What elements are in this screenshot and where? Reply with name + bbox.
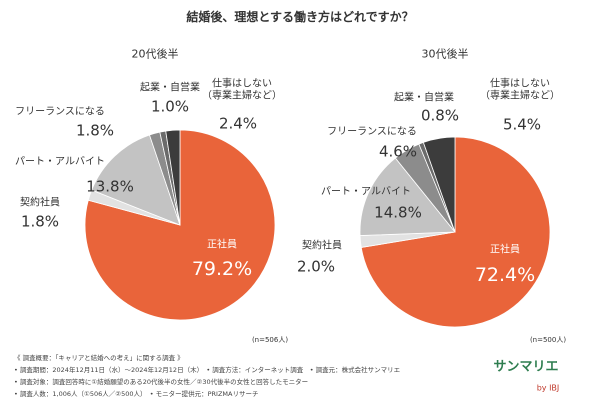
footnote: • 調査対象：調査回答時に①結婚願望のある20代後半の女性／②30代後半の女性と…	[14, 378, 309, 386]
value-label: 1.8%	[20, 212, 60, 231]
value-label: 2.4%	[218, 114, 258, 133]
value-label: 2.0%	[296, 257, 336, 276]
category-label: フリーランスになる	[327, 126, 417, 138]
logo: サンマリエ	[493, 359, 559, 375]
value-label: 4.6%	[378, 142, 418, 161]
sample-note: (n=500人)	[529, 335, 567, 344]
value-label: 14.8%	[374, 203, 422, 222]
value-label: 79.2%	[191, 258, 253, 281]
logo-by: by IBJ	[536, 383, 560, 393]
category-label: 起業・自営業	[140, 82, 200, 94]
pie-slice	[84, 129, 276, 321]
value-label: 1.0%	[150, 97, 190, 116]
category-label: フリーランスになる	[15, 106, 105, 118]
value-label: 13.8%	[86, 177, 134, 196]
pie-slice	[360, 136, 551, 328]
value-label: 1.8%	[75, 121, 115, 140]
footnote: 《 調査概要：「キャリアと結婚への考え」に関する調査 》	[14, 354, 184, 362]
pie-slice	[165, 129, 181, 226]
category-label: 仕事はしない （専業主婦など）	[480, 78, 560, 102]
value-label: 72.4%	[474, 264, 536, 287]
footnote: • 調査人数：1,006人（①506人／②500人） • モニター提供元：PRI…	[14, 390, 259, 398]
category-label: パート・アルバイト	[321, 186, 411, 198]
category-label: 起業・自営業	[394, 92, 454, 104]
category-label: 仕事はしない （専業主婦など）	[202, 78, 282, 102]
pie-slice	[91, 134, 181, 226]
pie-title: 20代後半	[131, 47, 179, 61]
category-label: パート・アルバイト	[15, 156, 105, 168]
category-label: 正社員	[490, 244, 520, 256]
sample-note: (n=506人)	[251, 335, 289, 344]
pie-slice	[422, 136, 456, 233]
footnote: • 調査期間：2024年12月11日（水）～2024年12月12日（木） • 調…	[14, 366, 401, 374]
chart-title: 結婚後、理想とする働き方はどれですか？	[186, 10, 414, 25]
category-label: 正社員	[207, 239, 237, 251]
value-label: 5.4%	[502, 115, 542, 134]
category-label: 契約社員	[20, 197, 60, 209]
pie-slice	[359, 157, 456, 236]
category-label: 契約社員	[302, 240, 342, 252]
pie-title: 30代後半	[421, 47, 469, 61]
value-label: 0.8%	[420, 106, 460, 125]
